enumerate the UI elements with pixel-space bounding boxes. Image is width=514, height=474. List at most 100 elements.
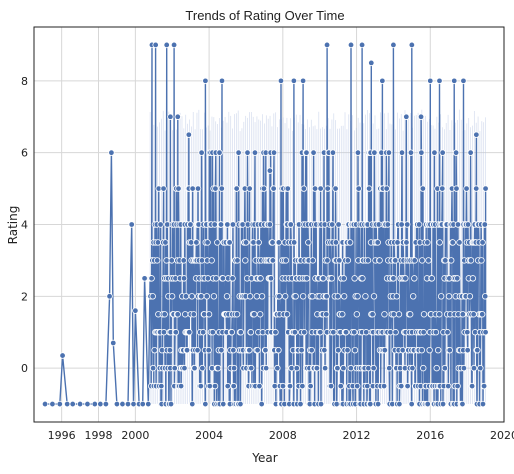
data-point xyxy=(299,382,306,390)
data-point xyxy=(282,257,290,264)
data-point xyxy=(339,311,346,318)
data-point xyxy=(439,400,447,408)
data-point xyxy=(208,257,215,264)
data-point xyxy=(324,185,331,192)
data-point xyxy=(436,239,443,246)
data-point xyxy=(448,257,455,264)
data-point xyxy=(395,311,403,318)
data-point xyxy=(301,329,308,336)
data-point xyxy=(424,239,431,246)
data-point xyxy=(204,275,212,282)
data-point xyxy=(219,275,227,282)
data-point xyxy=(145,400,152,408)
data-point xyxy=(303,275,311,282)
data-point xyxy=(256,311,264,318)
data-point xyxy=(482,185,489,192)
data-point xyxy=(182,293,190,300)
data-point xyxy=(334,346,342,354)
data-point xyxy=(76,400,84,408)
data-point xyxy=(344,346,351,354)
data-point xyxy=(167,113,174,120)
data-point xyxy=(197,382,205,390)
data-point xyxy=(346,239,354,246)
data-point xyxy=(189,400,196,408)
data-point xyxy=(393,293,400,300)
data-point xyxy=(317,185,324,192)
data-point xyxy=(354,149,362,156)
data-point xyxy=(321,346,328,354)
data-point xyxy=(398,221,405,228)
data-point xyxy=(180,275,188,282)
data-point xyxy=(244,149,251,156)
data-point xyxy=(332,239,340,246)
data-point xyxy=(163,41,170,49)
data-point xyxy=(148,275,155,282)
data-point xyxy=(308,346,315,354)
data-point xyxy=(479,400,487,408)
data-point xyxy=(418,257,426,264)
chart-title: Trends of Rating Over Time xyxy=(185,8,344,23)
data-point xyxy=(374,239,381,246)
data-point xyxy=(163,257,170,264)
data-point xyxy=(425,257,432,264)
data-point xyxy=(212,275,220,282)
data-point xyxy=(181,311,189,318)
data-point xyxy=(211,382,219,390)
data-point xyxy=(168,257,175,264)
data-point xyxy=(250,239,257,246)
data-point xyxy=(172,329,180,336)
data-point xyxy=(220,400,227,408)
data-point xyxy=(257,275,264,282)
data-point xyxy=(211,221,218,228)
data-point xyxy=(161,311,168,318)
data-point xyxy=(167,400,175,408)
data-point xyxy=(459,400,466,408)
data-point xyxy=(432,329,440,336)
data-point xyxy=(270,185,277,192)
data-point xyxy=(364,382,371,390)
data-point xyxy=(198,293,205,300)
data-point xyxy=(298,346,305,354)
data-point xyxy=(269,257,277,264)
data-point xyxy=(444,329,451,336)
data-point xyxy=(323,311,330,318)
data-point xyxy=(329,149,337,156)
data-point xyxy=(398,149,406,156)
data-point xyxy=(239,221,246,228)
data-point xyxy=(460,77,467,85)
data-point xyxy=(110,339,117,347)
data-point xyxy=(464,346,471,354)
data-point xyxy=(305,239,312,246)
x-tick-label: 2016 xyxy=(416,429,444,442)
data-point xyxy=(69,400,76,408)
data-point xyxy=(303,149,310,156)
data-point xyxy=(269,239,276,246)
data-point xyxy=(157,221,164,228)
data-point xyxy=(464,329,471,336)
data-point xyxy=(291,329,299,336)
data-point xyxy=(418,346,425,354)
data-point xyxy=(374,400,382,408)
data-point xyxy=(198,257,206,264)
data-point xyxy=(297,400,304,408)
data-point xyxy=(187,221,194,228)
data-point xyxy=(281,293,289,300)
data-point xyxy=(371,149,378,156)
data-point xyxy=(445,293,453,300)
data-point xyxy=(229,221,237,228)
data-point xyxy=(154,239,162,246)
data-point xyxy=(152,41,159,49)
data-point xyxy=(237,400,244,408)
data-point xyxy=(470,311,477,318)
data-point xyxy=(459,311,467,318)
data-point xyxy=(427,77,434,85)
data-point xyxy=(311,185,319,192)
data-point xyxy=(420,364,427,372)
data-point xyxy=(272,329,279,336)
data-point xyxy=(390,311,397,318)
data-point xyxy=(408,400,415,408)
data-point xyxy=(351,275,358,282)
data-point xyxy=(365,185,373,192)
data-point xyxy=(411,275,418,282)
